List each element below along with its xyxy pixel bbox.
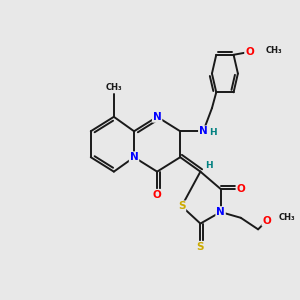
Text: O: O xyxy=(236,184,245,194)
Text: N: N xyxy=(216,207,225,217)
Text: CH₃: CH₃ xyxy=(265,46,282,55)
Text: S: S xyxy=(197,242,204,252)
Text: O: O xyxy=(153,190,161,200)
Text: H: H xyxy=(205,161,212,170)
Text: O: O xyxy=(245,47,254,57)
Text: O: O xyxy=(262,216,271,226)
Text: N: N xyxy=(153,112,161,122)
Text: CH₃: CH₃ xyxy=(279,213,296,222)
Text: N: N xyxy=(199,126,208,136)
Text: N: N xyxy=(130,152,138,162)
Text: S: S xyxy=(178,201,185,211)
Text: CH₃: CH₃ xyxy=(106,83,122,92)
Text: H: H xyxy=(209,128,216,137)
